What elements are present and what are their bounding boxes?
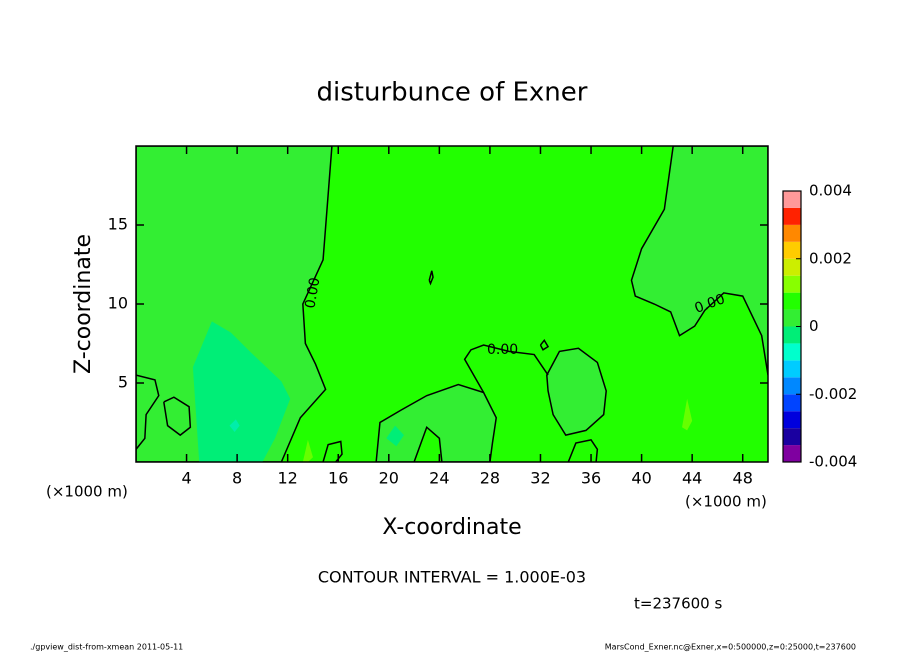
x-tick-label: 32 (530, 469, 550, 488)
x-tick-label: 8 (232, 469, 242, 488)
contour-region (192, 321, 291, 462)
x-tick-label: 16 (328, 469, 348, 488)
x-unit-label: (×1000 m) (685, 493, 767, 511)
x-axis-label: X-coordinate (382, 515, 521, 540)
contour-line (463, 344, 549, 393)
colorbar-tick-label: -0.002 (809, 385, 857, 403)
colorbar-tick-label: 0 (809, 317, 819, 335)
colorbar-box (783, 207, 801, 225)
x-tick-label: 12 (278, 469, 298, 488)
y-tick-label: 10 (108, 294, 128, 313)
colorbar-box (783, 309, 801, 327)
contour-line (428, 270, 434, 286)
contour-region (302, 439, 313, 462)
contour-region (630, 146, 768, 376)
contour-label: 0.00 (487, 342, 518, 358)
colorbar-box (783, 360, 801, 378)
colorbar-box (783, 191, 801, 208)
colorbar-box (783, 326, 801, 344)
contour-line (163, 396, 192, 437)
x-tick-label: 28 (480, 469, 500, 488)
colorbar-tick-label: 0.004 (809, 182, 852, 200)
x-tick-label: 48 (733, 469, 753, 488)
x-tick-label: 24 (429, 469, 449, 488)
colorbar-box (783, 292, 801, 310)
contour-line (539, 339, 550, 351)
time-label: t=237600 s (634, 595, 722, 613)
contour-label: 0.00 (302, 276, 323, 309)
contour-line (322, 440, 343, 462)
contour-interval: CONTOUR INTERVAL = 1.000E-03 (318, 568, 586, 587)
y-axis-label: Z-coordinate (71, 234, 96, 374)
colorbar-tick-label: 0.002 (809, 249, 852, 267)
colorbar-box (783, 377, 801, 395)
colorbar-box (783, 224, 801, 242)
contour-region (413, 425, 443, 462)
x-unit-label: (×1000 m) (46, 483, 128, 501)
contour-line (567, 439, 599, 462)
x-tick-label: 4 (181, 469, 191, 488)
colorbar-tick-label: -0.004 (809, 453, 857, 471)
x-tick-label: 20 (379, 469, 399, 488)
contour-region (136, 146, 333, 462)
contour-region (682, 398, 693, 431)
footer-right: MarsCond_Exner.nc@Exner,x=0:500000,z=0:2… (605, 643, 856, 652)
colorbar-box (783, 411, 801, 429)
contour-line (136, 374, 160, 450)
colorbar-box (783, 428, 801, 446)
contour-region (546, 347, 607, 436)
colorbar-box (783, 343, 801, 361)
x-tick-label: 44 (682, 469, 702, 488)
colorbar-box (783, 258, 801, 276)
colorbar-box (783, 241, 801, 259)
colorbar-box (783, 445, 801, 462)
contour-region (229, 419, 240, 432)
y-tick-label: 5 (118, 373, 128, 392)
x-tick-label: 40 (631, 469, 651, 488)
contour-region (375, 383, 498, 462)
footer-left: ./gpview_dist-from-xmean 2011-05-11 (30, 643, 183, 652)
x-tick-label: 36 (581, 469, 601, 488)
y-tick-label: 15 (108, 215, 128, 234)
contour-region (386, 425, 404, 447)
colorbar-box (783, 275, 801, 293)
chart-title: disturbunce of Exner (317, 78, 588, 108)
colorbar-box (783, 394, 801, 412)
